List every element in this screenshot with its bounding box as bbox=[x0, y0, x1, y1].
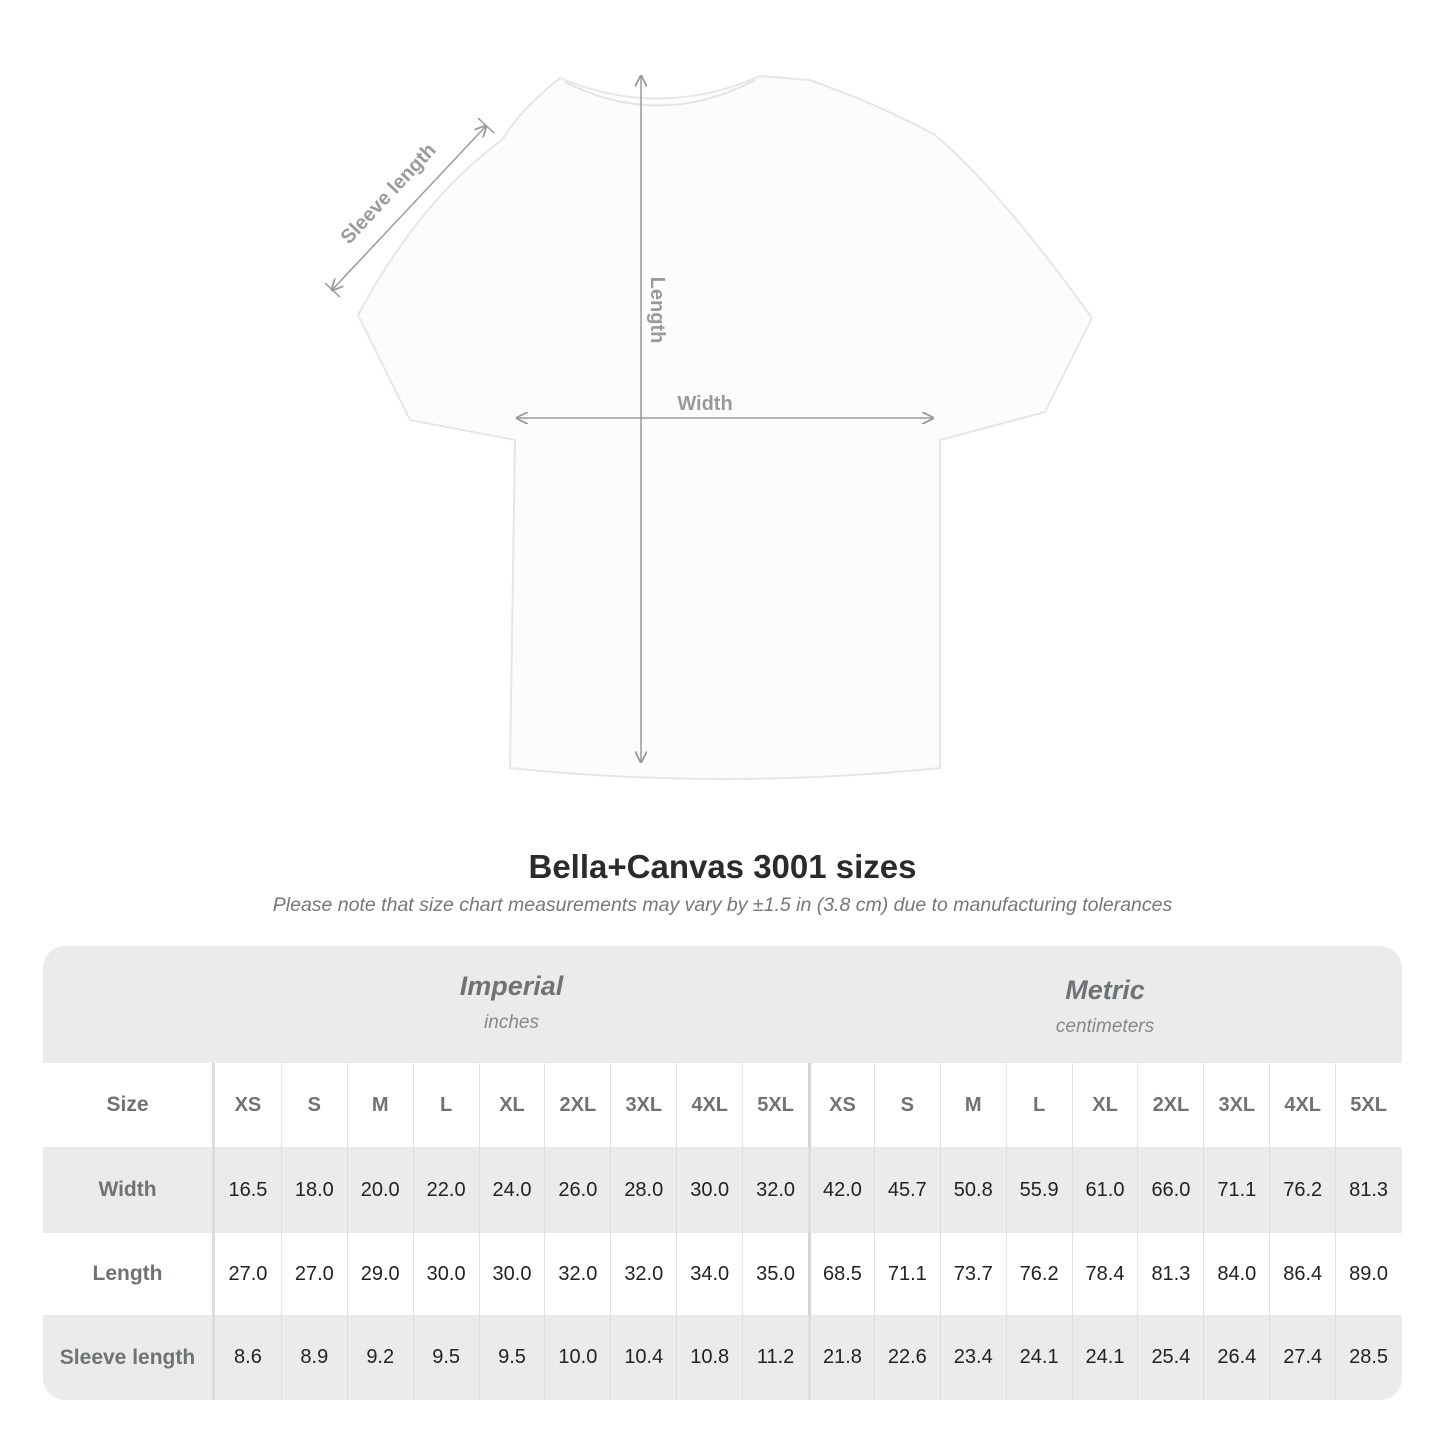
page-title: Bella+Canvas 3001 sizes bbox=[528, 848, 917, 885]
size-header-cell: M bbox=[939, 1063, 1006, 1147]
size-header-cell: XS bbox=[234, 1093, 262, 1116]
value-cell: 34.0 bbox=[676, 1233, 742, 1315]
imperial-unit: inches bbox=[484, 1012, 539, 1033]
value-cell: 28.0 bbox=[610, 1147, 676, 1233]
value-cell: 86.4 bbox=[1269, 1233, 1335, 1315]
size-header-cell: 3XL bbox=[610, 1063, 676, 1147]
value-cell: 23.4 bbox=[939, 1315, 1006, 1400]
size-header-cell: L bbox=[1005, 1063, 1072, 1147]
value-cell: 24.1 bbox=[1071, 1315, 1138, 1400]
row-label: Size bbox=[43, 1063, 215, 1147]
row-label: Sleeve length bbox=[43, 1315, 215, 1400]
value-cell: 50.8 bbox=[939, 1147, 1006, 1233]
value-cell: 71.1 bbox=[873, 1233, 940, 1315]
value-cell: 30.0 bbox=[676, 1147, 742, 1233]
value-cell: 71.1 bbox=[1203, 1147, 1269, 1233]
size-header-cell: 3XL bbox=[1203, 1063, 1269, 1147]
length-label: Length bbox=[646, 277, 668, 344]
value-cell: 9.2 bbox=[346, 1315, 413, 1400]
value-cell: 27.0 bbox=[280, 1233, 347, 1315]
imperial-header: Imperial inches bbox=[215, 946, 808, 1063]
metric-header: Metric centimeters bbox=[808, 946, 1402, 1063]
value-cell: 10.8 bbox=[676, 1315, 742, 1400]
value-cell: 21.8 bbox=[808, 1315, 874, 1400]
value-cell: 29.0 bbox=[346, 1233, 413, 1315]
width-label: Width bbox=[677, 393, 732, 415]
value-cell: 61.0 bbox=[1071, 1147, 1138, 1233]
table-row-sleeve-length: Sleeve length 8.6 8.9 9.2 9.5 9.5 10.0 10.4 10.8… bbox=[43, 1315, 1402, 1400]
value-cell: 9.5 bbox=[478, 1315, 545, 1400]
value-cell: 11.2 bbox=[742, 1315, 808, 1400]
value-cell: 30.0 bbox=[478, 1233, 545, 1315]
value-cell: 32.0 bbox=[544, 1233, 610, 1315]
value-cell: 73.7 bbox=[939, 1233, 1006, 1315]
size-table: Imperial inches Metric centimeters Size X… bbox=[43, 946, 1402, 1400]
size-header-cell: M bbox=[346, 1063, 413, 1147]
value-cell: 84.0 bbox=[1203, 1233, 1269, 1315]
value-cell: 25.4 bbox=[1137, 1315, 1203, 1400]
value-cell: 78.4 bbox=[1071, 1233, 1138, 1315]
value-cell: 24.0 bbox=[478, 1147, 545, 1233]
value-cell: 42.0 bbox=[808, 1147, 874, 1233]
value-cell: 68.5 bbox=[808, 1233, 874, 1315]
value-cell: 35.0 bbox=[742, 1233, 808, 1315]
value-cell: 76.2 bbox=[1269, 1147, 1335, 1233]
table-row-length: Length 27.0 27.0 29.0 30.0 30.0 32.0 32.0 34.0 35… bbox=[43, 1233, 1402, 1315]
size-header-cell: 4XL bbox=[676, 1063, 742, 1147]
value-cell: 24.1 bbox=[1005, 1315, 1072, 1400]
size-header-cell: S bbox=[873, 1063, 940, 1147]
size-row: Size XS S M L XL 2XL 3XL 4XL 5XL XS S M L XL 2XL 3XL 4XL 5… bbox=[43, 1063, 1402, 1147]
size-header-cell: 4XL bbox=[1269, 1063, 1335, 1147]
value-cell: 45.7 bbox=[873, 1147, 940, 1233]
value-cell: 10.4 bbox=[610, 1315, 676, 1400]
value-cell: 16.5 bbox=[228, 1178, 268, 1201]
value-cell: 76.2 bbox=[1005, 1233, 1072, 1315]
value-cell: 27.0 bbox=[228, 1262, 268, 1285]
value-cell: 27.4 bbox=[1269, 1315, 1335, 1400]
tshirt-diagram: Sleeve length Length Width bbox=[324, 0, 1094, 780]
value-cell: 8.6 bbox=[234, 1346, 262, 1368]
value-cell: 8.9 bbox=[280, 1315, 347, 1400]
tolerance-note: Please note that size chart measurements… bbox=[272, 894, 1173, 916]
value-cell: 81.3 bbox=[1137, 1233, 1203, 1315]
value-cell: 26.4 bbox=[1203, 1315, 1269, 1400]
tshirt-shape bbox=[356, 74, 1094, 780]
sleeve-arrow bbox=[332, 126, 486, 290]
value-cell: 32.0 bbox=[610, 1233, 676, 1315]
value-cell: 66.0 bbox=[1137, 1147, 1203, 1233]
size-header-cell: S bbox=[280, 1063, 347, 1147]
size-header-cell: XL bbox=[1071, 1063, 1138, 1147]
size-header-cell: 2XL bbox=[544, 1063, 610, 1147]
value-cell: 22.0 bbox=[412, 1147, 479, 1233]
metric-title: Metric bbox=[1065, 975, 1145, 1005]
imperial-title: Imperial bbox=[459, 971, 564, 1001]
metric-unit: centimeters bbox=[1055, 1016, 1155, 1037]
size-header-cell: 5XL bbox=[1335, 1063, 1401, 1147]
value-cell: 32.0 bbox=[742, 1147, 808, 1233]
size-header-cell: XS bbox=[808, 1063, 874, 1147]
value-cell: 30.0 bbox=[412, 1233, 479, 1315]
value-cell: 18.0 bbox=[280, 1147, 347, 1233]
value-cell: 22.6 bbox=[873, 1315, 940, 1400]
size-header-cell: 5XL bbox=[742, 1063, 808, 1147]
size-header-cell: XL bbox=[478, 1063, 545, 1147]
value-cell: 26.0 bbox=[544, 1147, 610, 1233]
size-header-cell: L bbox=[412, 1063, 479, 1147]
value-cell: 89.0 bbox=[1335, 1233, 1401, 1315]
value-cell: 9.5 bbox=[412, 1315, 479, 1400]
value-cell: 20.0 bbox=[346, 1147, 413, 1233]
row-label: Width bbox=[43, 1147, 215, 1233]
value-cell: 10.0 bbox=[544, 1315, 610, 1400]
value-cell: 28.5 bbox=[1335, 1315, 1401, 1400]
value-cell: 81.3 bbox=[1335, 1147, 1401, 1233]
value-cell: 55.9 bbox=[1005, 1147, 1072, 1233]
table-row-width: Width 16.5 18.0 20.0 22.0 24.0 26.0 28.0 30.0 32.… bbox=[43, 1147, 1402, 1233]
row-label: Length bbox=[43, 1233, 215, 1315]
size-header-cell: 2XL bbox=[1137, 1063, 1203, 1147]
